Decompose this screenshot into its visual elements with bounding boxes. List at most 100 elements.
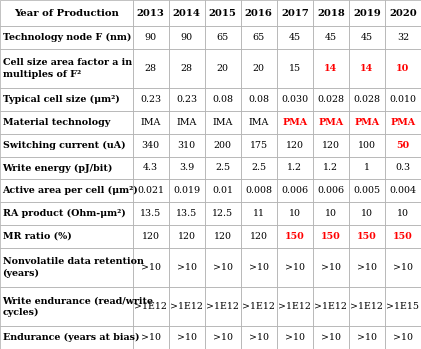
Bar (277, 225, 313, 247)
Bar (313, 49, 349, 88)
Text: 28: 28 (145, 64, 157, 73)
Bar (313, 0, 349, 26)
Bar (0, 157, 133, 179)
Text: 20: 20 (253, 64, 265, 73)
Text: IMA: IMA (176, 118, 197, 127)
Bar (241, 225, 277, 247)
Bar (313, 111, 349, 134)
Bar (205, 225, 241, 247)
Bar (313, 179, 349, 202)
Text: 0.028: 0.028 (353, 95, 380, 104)
Text: 340: 340 (141, 141, 160, 150)
Text: 11: 11 (253, 209, 265, 218)
Text: IMA: IMA (213, 118, 233, 127)
Text: 2015: 2015 (209, 9, 237, 17)
Bar (169, 26, 205, 49)
Bar (241, 26, 277, 49)
Bar (277, 157, 313, 179)
Text: 1.2: 1.2 (287, 163, 302, 172)
Bar (169, 225, 205, 247)
Bar (133, 0, 169, 26)
Text: 50: 50 (396, 141, 410, 150)
Bar (169, 49, 205, 88)
Bar (277, 202, 313, 225)
Text: >10: >10 (357, 263, 377, 272)
Text: 0.23: 0.23 (176, 95, 197, 104)
Bar (0, 111, 133, 134)
Bar (205, 247, 241, 287)
Bar (241, 326, 277, 349)
Text: PMA: PMA (354, 118, 379, 127)
Text: 100: 100 (358, 141, 376, 150)
Bar (313, 26, 349, 49)
Bar (133, 326, 169, 349)
Bar (385, 225, 421, 247)
Text: 2018: 2018 (317, 9, 345, 17)
Text: 175: 175 (250, 141, 268, 150)
Text: 120: 120 (250, 232, 268, 241)
Text: PMA: PMA (318, 118, 344, 127)
Text: PMA: PMA (282, 118, 307, 127)
Bar (277, 88, 313, 111)
Text: 0.006: 0.006 (317, 186, 344, 195)
Bar (205, 326, 241, 349)
Bar (133, 157, 169, 179)
Bar (277, 26, 313, 49)
Bar (277, 49, 313, 88)
Bar (241, 111, 277, 134)
Text: PMA: PMA (390, 118, 416, 127)
Text: >10: >10 (213, 333, 233, 342)
Bar (0, 247, 133, 287)
Text: 0.3: 0.3 (395, 163, 410, 172)
Bar (241, 0, 277, 26)
Text: Write endurance (read/write
cycles): Write endurance (read/write cycles) (3, 296, 154, 317)
Text: 20: 20 (217, 64, 229, 73)
Text: >10: >10 (141, 333, 161, 342)
Bar (169, 326, 205, 349)
Bar (205, 157, 241, 179)
Bar (313, 134, 349, 157)
Text: 2016: 2016 (245, 9, 273, 17)
Bar (385, 179, 421, 202)
Bar (205, 179, 241, 202)
Bar (349, 287, 385, 326)
Text: 2.5: 2.5 (251, 163, 266, 172)
Bar (241, 88, 277, 111)
Bar (0, 202, 133, 225)
Text: IMA: IMA (141, 118, 161, 127)
Bar (385, 247, 421, 287)
Bar (385, 88, 421, 111)
Bar (169, 202, 205, 225)
Text: >1E12: >1E12 (350, 302, 383, 311)
Text: 90: 90 (144, 33, 157, 42)
Bar (0, 179, 133, 202)
Bar (133, 247, 169, 287)
Text: 0.004: 0.004 (389, 186, 416, 195)
Bar (0, 134, 133, 157)
Text: 32: 32 (397, 33, 409, 42)
Text: 150: 150 (393, 232, 413, 241)
Bar (277, 134, 313, 157)
Text: 12.5: 12.5 (212, 209, 233, 218)
Text: Technology node F (nm): Technology node F (nm) (3, 33, 131, 42)
Text: >10: >10 (285, 263, 305, 272)
Text: 45: 45 (289, 33, 301, 42)
Text: 0.08: 0.08 (212, 95, 233, 104)
Bar (349, 157, 385, 179)
Bar (205, 26, 241, 49)
Bar (133, 26, 169, 49)
Bar (0, 225, 133, 247)
Text: 0.005: 0.005 (353, 186, 381, 195)
Bar (169, 0, 205, 26)
Bar (313, 287, 349, 326)
Bar (277, 111, 313, 134)
Text: >10: >10 (249, 263, 269, 272)
Bar (205, 88, 241, 111)
Text: 0.01: 0.01 (212, 186, 233, 195)
Text: 120: 120 (214, 232, 232, 241)
Bar (349, 134, 385, 157)
Text: 3.9: 3.9 (179, 163, 195, 172)
Bar (241, 247, 277, 287)
Bar (205, 111, 241, 134)
Bar (385, 134, 421, 157)
